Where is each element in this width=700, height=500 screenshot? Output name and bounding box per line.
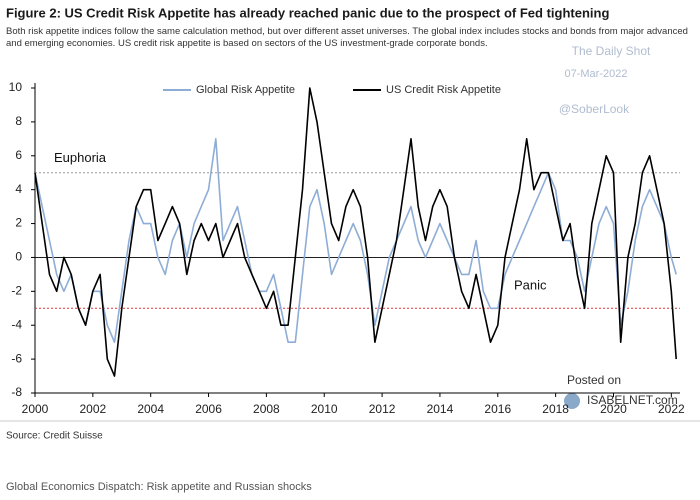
x-tick-label: 2010 xyxy=(311,402,338,416)
legend-label: US Credit Risk Appetite xyxy=(386,84,501,96)
series-line xyxy=(34,138,677,343)
x-tick-label: 2004 xyxy=(137,402,164,416)
chart-subtitle: Both risk appetite indices follow the sa… xyxy=(6,26,688,49)
series-line xyxy=(34,87,677,377)
annotation: Panic xyxy=(514,278,547,293)
watermark: The Daily Shot xyxy=(572,44,651,58)
watermark: 07-Mar-2022 xyxy=(565,68,628,80)
y-tick-label: 0 xyxy=(15,250,22,264)
annotation: Euphoria xyxy=(54,150,107,165)
x-tick-label: 2016 xyxy=(484,402,511,416)
footer: Global Economics Dispatch: Risk appetite… xyxy=(6,481,312,493)
y-tick-label: -8 xyxy=(11,385,22,399)
x-tick-label: 2022 xyxy=(658,402,685,416)
x-tick-label: 2006 xyxy=(195,402,222,416)
watermark: Posted on xyxy=(567,373,621,387)
x-tick-label: 2018 xyxy=(542,402,569,416)
y-tick-label: 4 xyxy=(15,182,22,196)
y-tick-label: -6 xyxy=(11,351,22,365)
y-tick-label: 10 xyxy=(9,80,23,94)
watermark: @SoberLook xyxy=(559,102,630,116)
y-tick-label: -2 xyxy=(11,284,22,298)
x-tick-label: 2012 xyxy=(369,402,396,416)
x-tick-label: 2002 xyxy=(79,402,106,416)
legend-label: Global Risk Appetite xyxy=(196,84,295,96)
source: Source: Credit Suisse xyxy=(6,431,103,442)
x-tick-label: 2014 xyxy=(427,402,454,416)
logo xyxy=(564,393,580,409)
y-tick-label: 2 xyxy=(15,216,22,230)
y-tick-label: -4 xyxy=(11,317,22,331)
y-tick-label: 8 xyxy=(15,114,22,128)
subtitle-box: Both risk appetite indices follow the sa… xyxy=(6,26,688,49)
watermark: ISABELNET.com xyxy=(587,393,678,407)
x-tick-label: 2000 xyxy=(22,402,49,416)
y-tick-label: 6 xyxy=(15,148,22,162)
x-tick-label: 2020 xyxy=(600,402,627,416)
chart-title: Figure 2: US Credit Risk Appetite has al… xyxy=(6,5,609,20)
x-tick-label: 2008 xyxy=(253,402,280,416)
